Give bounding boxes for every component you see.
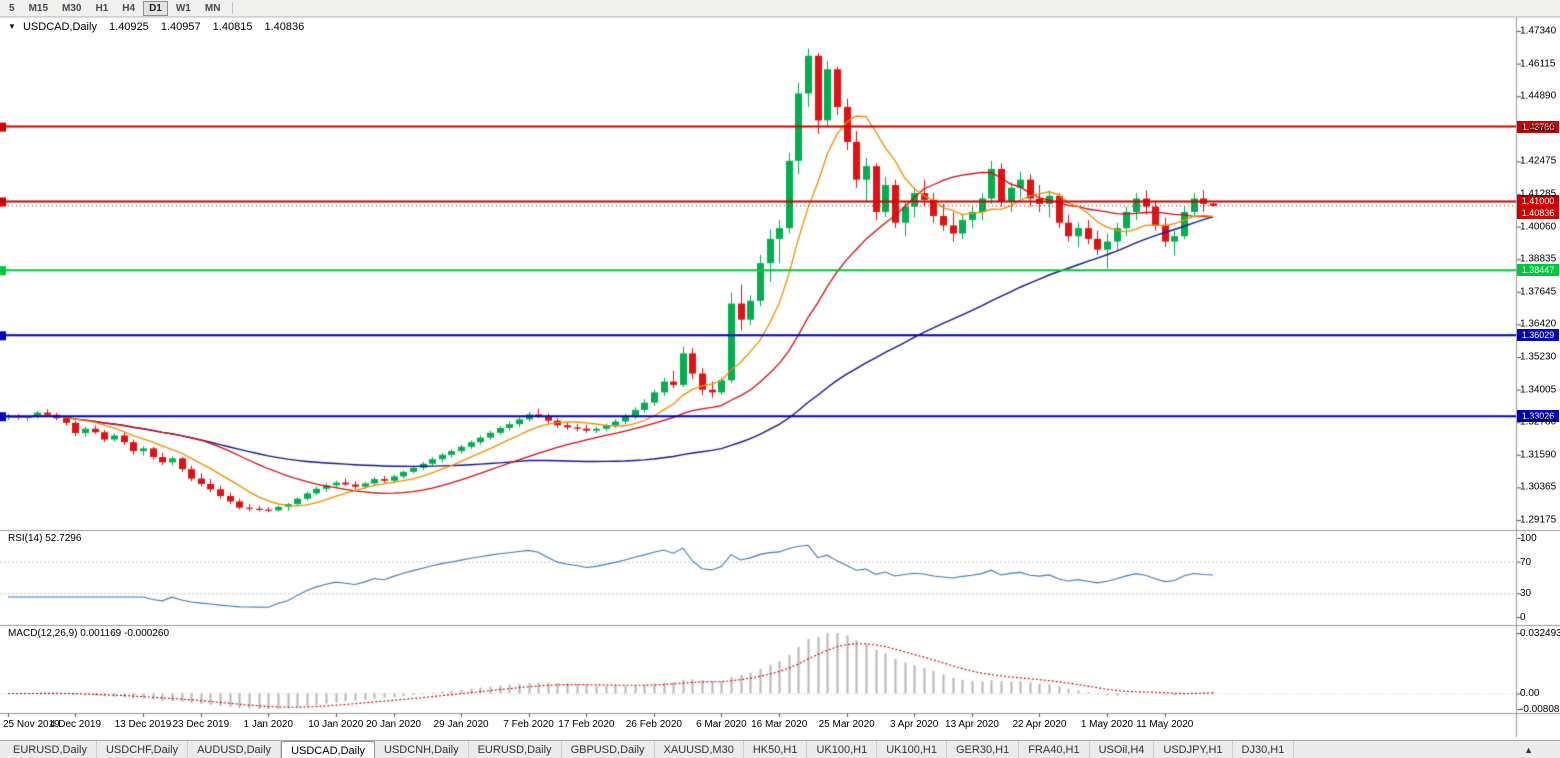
symbol-tab-uk100-h1[interactable]: UK100,H1 xyxy=(877,741,947,758)
symbol-tab-audusd-daily[interactable]: AUDUSD,Daily xyxy=(188,741,282,758)
symbol-tab-ger30-h1[interactable]: GER30,H1 xyxy=(947,741,1020,758)
toolbar-separator xyxy=(232,2,234,14)
symbol-tabs: EURUSD,Daily USDCHF,Daily AUDUSD,Daily USDC… xyxy=(0,741,1295,758)
symbol-tab-usdchf-daily[interactable]: USDCHF,Daily xyxy=(97,741,189,758)
symbol-tab-fra40-h1[interactable]: FRA40,H1 xyxy=(1019,741,1090,758)
timeframe-button-mn[interactable]: MN xyxy=(204,2,221,14)
symbol-tab-hk50-h1[interactable]: HK50,H1 xyxy=(744,741,808,758)
symbol-tab-xauusd-m30[interactable]: XAUUSD,M30 xyxy=(655,741,744,758)
symbol-tab-usdcnh-daily[interactable]: USDCNH,Daily xyxy=(375,741,469,758)
symbol-tab-uk100-h1[interactable]: UK100,H1 xyxy=(807,741,878,758)
timeframe-button-h1[interactable]: H1 xyxy=(95,2,109,14)
timeframe-button-d1[interactable]: D1 xyxy=(143,0,168,16)
timeframe-toolbar: 5 M15 M30 H1 H4 D1 W1 MN xyxy=(0,0,1560,17)
timeframe-button-m30[interactable]: M30 xyxy=(62,2,82,14)
symbol-tab-usdcad-daily[interactable]: USDCAD,Daily xyxy=(281,741,376,758)
symbol-tab-gbpusd-daily[interactable]: GBPUSD,Daily xyxy=(562,741,655,758)
symbol-tab-eurusd-daily[interactable]: EURUSD,Daily xyxy=(469,741,562,758)
timeframe-button-h4[interactable]: H4 xyxy=(122,2,136,14)
symbol-tab-eurusd-daily[interactable]: EURUSD,Daily xyxy=(4,741,97,758)
symbol-tab-usoil-h4[interactable]: USOil,H4 xyxy=(1090,741,1155,758)
symbol-tab-dj30-h1[interactable]: DJ30,H1 xyxy=(1233,741,1295,758)
timeframe-button-w1[interactable]: W1 xyxy=(175,2,191,14)
timeframe-buttons: 5 M15 M30 H1 H4 D1 W1 MN xyxy=(2,0,227,16)
symbol-tab-usdjpy-h1[interactable]: USDJPY,H1 xyxy=(1154,741,1233,758)
symbol-tabbar: EURUSD,Daily USDCHF,Daily AUDUSD,Daily USDC… xyxy=(0,740,1560,758)
timeframe-button-m15[interactable]: M15 xyxy=(28,2,49,14)
timeframe-button-5[interactable]: 5 xyxy=(9,2,15,14)
tab-list-button[interactable]: ▲ xyxy=(1524,744,1533,755)
